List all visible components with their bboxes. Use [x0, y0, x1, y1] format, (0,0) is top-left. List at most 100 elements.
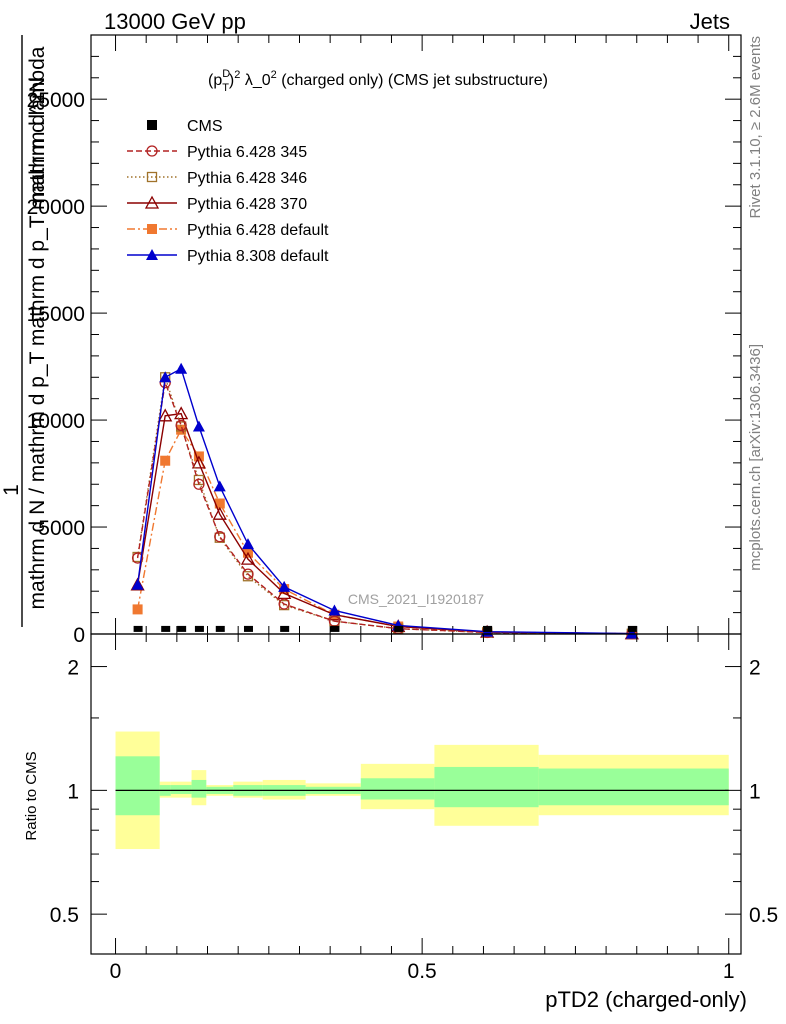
title-part-1: D	[222, 68, 230, 80]
legend-marker	[147, 120, 157, 130]
ratio-y-tick-label-right: 2	[749, 657, 761, 680]
legend-label: Pythia 6.428 346	[187, 170, 307, 187]
data-point	[278, 598, 290, 610]
mcplots-label: mcplots.cern.ch [arXiv:1306.3436]	[747, 344, 764, 571]
legend-item: Pythia 6.428 370	[127, 195, 307, 213]
ylabel-line-1: mathrm d N / mathrm d p_T mathrm d p_T m…	[26, 46, 49, 609]
data-point	[175, 362, 188, 374]
title-part-4: 2	[234, 69, 240, 81]
series-line	[136, 379, 632, 635]
series-line	[136, 412, 632, 635]
ratio-band-inner	[538, 768, 729, 806]
ratio-y-tick-label-right: 0.5	[749, 904, 778, 927]
data-point	[215, 625, 225, 632]
ylabel-line-2: mathrm d^2N	[26, 77, 49, 202]
legend: CMS Pythia 6.428 345 Pythia 6.428 346 Pythi…	[127, 118, 329, 265]
data-point	[133, 625, 143, 632]
data-point	[132, 604, 143, 615]
data-point	[277, 585, 292, 600]
title-part-6: 2	[271, 69, 277, 81]
data-point	[280, 625, 290, 632]
ratio-bands	[115, 731, 729, 850]
data-point	[161, 625, 171, 632]
legend-item: Pythia 8.308 default	[127, 248, 329, 265]
main-y-axis-title: 1 mathrm d N / mathrm d p_T mathrm d p_T…	[0, 35, 49, 627]
data-point	[131, 578, 144, 590]
ratio-band-inner	[434, 766, 539, 808]
legend-item: Pythia 6.428 345	[127, 144, 307, 161]
legend-marker	[144, 195, 160, 209]
y-tick-label: 25000	[27, 89, 85, 112]
data-point	[483, 625, 493, 632]
data-point	[243, 625, 253, 632]
data-point	[175, 419, 187, 432]
legend-label: Pythia 8.308 default	[187, 248, 329, 265]
legend-label: Pythia 6.428 345	[187, 144, 307, 161]
legend-item: Pythia 6.428 346	[127, 170, 307, 187]
legend-label: CMS	[187, 118, 223, 135]
ratio-band-inner	[170, 785, 192, 794]
y-tick-label: 10000	[27, 410, 85, 433]
title-part-5: λ_0	[240, 72, 270, 89]
data-point	[158, 408, 173, 422]
data-point	[330, 625, 340, 632]
data-point	[394, 625, 404, 632]
data-point	[242, 568, 254, 580]
header-left: 13000 GeV pp	[104, 9, 246, 34]
series-cms	[133, 625, 637, 632]
main-ticks: 0 5000 10000 15000 20000 25000	[27, 35, 741, 647]
x-tick-label: 0.5	[408, 960, 437, 983]
title-part-0: (p	[208, 72, 222, 89]
y-tick-label: 20000	[27, 196, 85, 219]
legend-item: CMS	[147, 118, 223, 135]
ratio-y-axis-title: Ratio to CMS	[23, 751, 40, 840]
legend-marker	[147, 224, 157, 234]
data-point	[240, 551, 256, 565]
data-point	[212, 506, 227, 520]
legend-item: Pythia 6.428 default	[127, 222, 329, 239]
data-point	[214, 531, 226, 543]
data-point	[191, 455, 207, 469]
ratio-band-inner	[360, 778, 435, 800]
y-tick-label: 15000	[27, 303, 85, 326]
ratio-y-tick-label: 0.5	[50, 904, 79, 927]
legend-label: Pythia 6.428 default	[187, 222, 329, 239]
legend-marker	[146, 249, 158, 260]
watermark: CMS_2021_I1920187	[348, 591, 484, 607]
data-point	[193, 478, 205, 490]
legend-label: Pythia 6.428 370	[187, 196, 307, 213]
title-part-3: )	[229, 72, 234, 89]
ratio-plot-frame	[90, 633, 742, 955]
data-point	[194, 625, 204, 632]
y-tick-label: 5000	[38, 517, 85, 540]
data-point	[241, 538, 254, 550]
y-tick-label: 0	[73, 624, 85, 647]
x-axis-title: pTD2 (charged-only)	[545, 987, 747, 1012]
data-point	[176, 424, 187, 435]
ratio-band-inner	[191, 779, 207, 798]
data-point	[214, 498, 225, 509]
data-point	[625, 627, 638, 639]
ylabel-line-0: 1	[0, 484, 23, 496]
title-part-2: T	[222, 82, 229, 94]
ratio-band-inner	[115, 756, 160, 816]
legend-marker	[146, 171, 158, 183]
title-part-7: (charged only) (CMS jet substructure)	[277, 72, 548, 89]
ratio-y-tick-label-right: 1	[749, 780, 761, 803]
data-point	[131, 552, 144, 564]
main-plot: 0 5000 10000 15000 20000 25000 CMS_2021_I1920…	[27, 34, 742, 647]
x-tick-label: 0	[110, 960, 122, 983]
data-point	[160, 455, 171, 466]
rivet-label: Rivet 3.1.10, ≥ 2.6M events	[747, 36, 764, 219]
data-point	[192, 420, 205, 432]
ratio-y-tick-label: 1	[67, 780, 79, 803]
ratio-plot: 0.5 0.5 1 1 2 2 0 0.5 1	[50, 633, 778, 983]
ratio-ticks: 0.5 0.5 1 1 2 2 0 0.5 1	[50, 634, 778, 983]
main-title: (pD T)2 λ_02 (charged only) (CMS jet subs…	[208, 68, 548, 94]
data-point	[159, 371, 172, 383]
legend-marker	[146, 145, 158, 157]
data-point	[174, 406, 189, 420]
series-pythia-6-428-345	[131, 376, 638, 640]
data-point	[627, 625, 637, 632]
main-series	[130, 362, 639, 640]
